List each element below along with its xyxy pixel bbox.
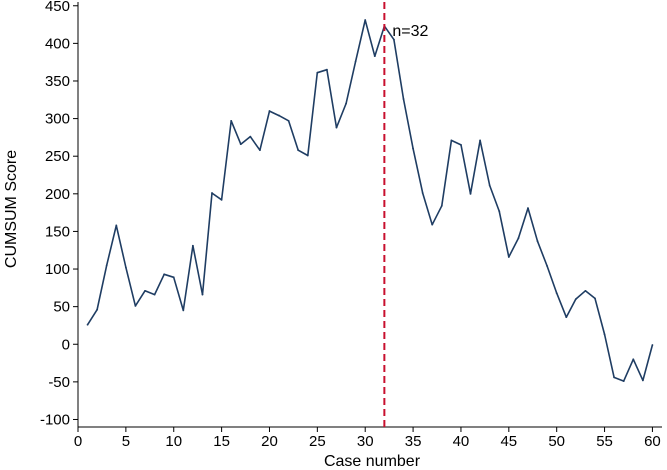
data-point [335, 126, 338, 129]
data-point [182, 309, 185, 312]
data-point [460, 144, 462, 146]
y-tick-label: -100 [40, 411, 70, 428]
data-point [268, 110, 271, 112]
y-tick-label: 100 [45, 261, 70, 278]
cutoff-label: n=32 [392, 23, 428, 40]
x-axis-label: Case number [324, 453, 421, 470]
data-point [153, 293, 156, 296]
y-axis-label: CUMSUM Score [3, 150, 20, 268]
data-point [86, 323, 89, 326]
data-point [565, 316, 568, 319]
data-point [345, 102, 347, 105]
data-point [393, 38, 395, 41]
data-point [584, 289, 587, 292]
data-point [546, 265, 549, 267]
x-tick-label: 0 [74, 433, 82, 450]
data-point [603, 333, 606, 336]
data-point [373, 55, 376, 58]
data-point [201, 293, 204, 296]
data-point [115, 224, 118, 227]
plot-area: n=32 [86, 2, 654, 427]
data-point [450, 139, 453, 142]
y-tick-label: 300 [45, 111, 70, 128]
data-point [364, 19, 367, 21]
y-tick-label: 0 [62, 336, 70, 353]
data-point [278, 114, 280, 117]
data-point [507, 256, 510, 258]
data-point [431, 223, 434, 226]
axes: -100 -50 0 50 100 150 200 250 300 350 400 450 0 5 10 15… [40, 0, 662, 450]
data-point [105, 264, 108, 267]
x-tick-label: 40 [453, 433, 470, 450]
data-point [527, 207, 529, 210]
data-point [498, 210, 501, 213]
data-point [488, 184, 491, 187]
x-tick-label: 15 [213, 433, 230, 450]
data-point [402, 98, 405, 100]
x-tick-label: 20 [261, 433, 278, 450]
data-point [316, 71, 319, 74]
y-tick-label: 200 [45, 186, 70, 203]
x-tick-label: 60 [644, 433, 661, 450]
x-tick-label: 5 [122, 433, 130, 450]
data-point [412, 147, 414, 150]
data-point [651, 344, 654, 346]
data-point [421, 192, 424, 194]
data-point [574, 298, 577, 301]
data-point [536, 240, 539, 243]
x-tick-label: 35 [405, 433, 422, 450]
data-point [469, 192, 472, 195]
data-point [249, 135, 252, 138]
x-tick-label: 55 [596, 433, 613, 450]
data-point [230, 119, 233, 122]
y-tick-label: 250 [45, 148, 70, 165]
data-point [613, 376, 616, 379]
data-point [239, 143, 242, 146]
x-tick-label: 45 [500, 433, 517, 450]
y-tick-label: 150 [45, 223, 70, 240]
data-point [326, 68, 328, 71]
data-point [144, 289, 146, 292]
x-tick-label: 30 [357, 433, 374, 450]
data-point [594, 297, 596, 300]
data-point [517, 237, 520, 240]
data-point [172, 276, 175, 279]
data-point [632, 358, 635, 361]
y-tick-label: -50 [48, 374, 70, 391]
data-point [479, 139, 481, 142]
data-point [354, 60, 357, 63]
x-tick-label: 10 [165, 433, 182, 450]
data-point [555, 292, 558, 295]
data-point [440, 204, 443, 207]
data-point [124, 266, 127, 269]
data-point [641, 379, 644, 382]
y-tick-label: 450 [45, 0, 70, 15]
data-point [211, 192, 213, 194]
data-point [191, 244, 194, 247]
data-point [287, 119, 290, 122]
y-tick-label: 400 [45, 35, 70, 52]
y-tick-label: 50 [53, 299, 70, 316]
data-point [220, 198, 223, 201]
cumsum-series-line [86, 19, 654, 382]
data-point [163, 273, 166, 276]
y-tick-label: 350 [45, 73, 70, 90]
data-point [134, 304, 137, 307]
data-point [306, 154, 309, 157]
data-point [297, 149, 300, 152]
data-point [259, 149, 261, 152]
x-tick-label: 25 [309, 433, 326, 450]
data-point [96, 308, 99, 311]
x-tick-label: 50 [548, 433, 565, 450]
data-point [622, 380, 625, 383]
